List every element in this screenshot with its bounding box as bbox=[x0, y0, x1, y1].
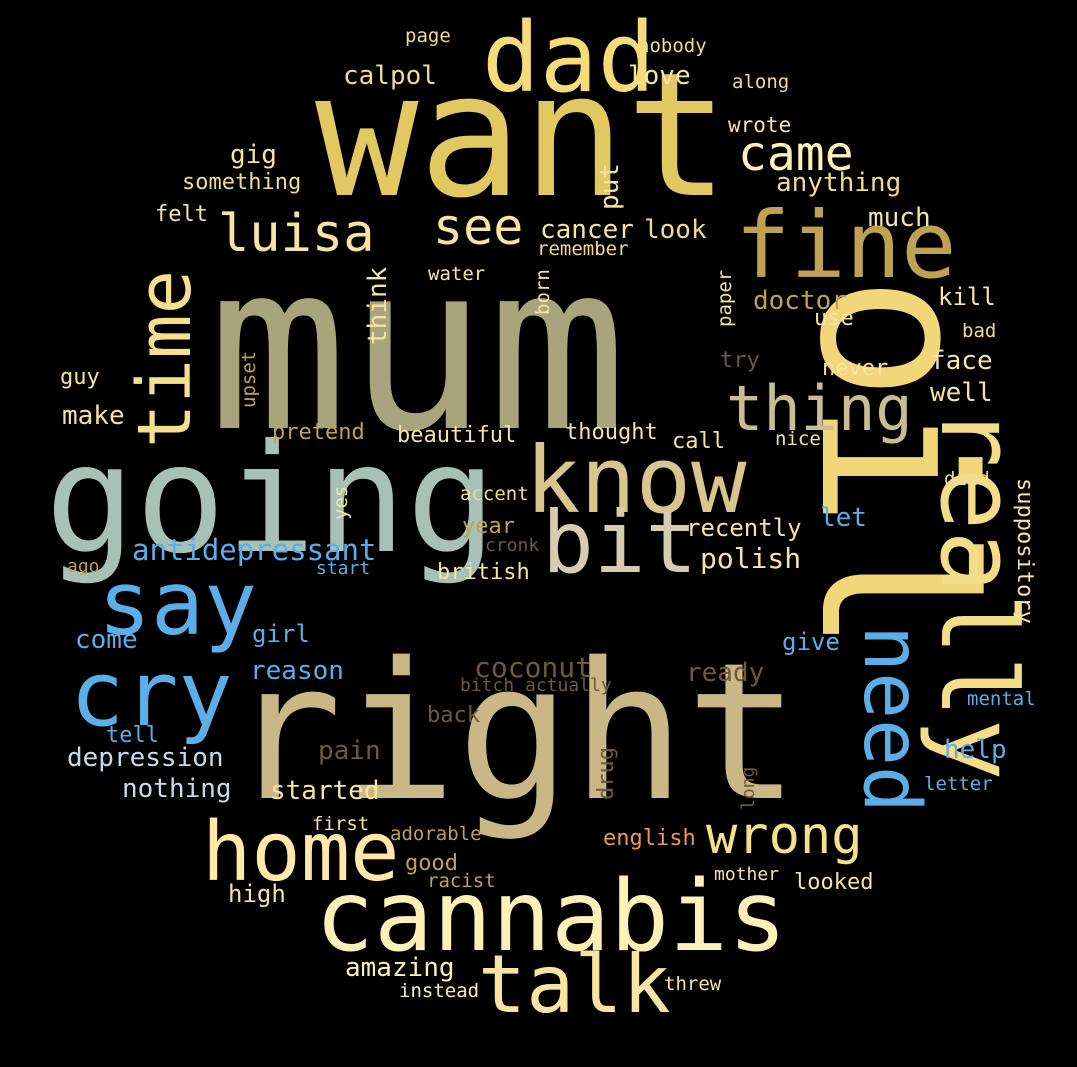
word-kill: kill bbox=[938, 283, 996, 311]
word-put: put bbox=[595, 163, 625, 210]
word-need: need bbox=[846, 625, 936, 813]
word-long: long bbox=[738, 766, 759, 810]
word-good: good bbox=[405, 851, 458, 876]
word-girl: girl bbox=[252, 620, 310, 648]
word-polish: polish bbox=[700, 542, 802, 575]
word-bit: bit bbox=[542, 493, 698, 593]
word-know: know bbox=[525, 427, 747, 534]
word-died: died bbox=[944, 468, 990, 490]
word-coconut: coconut bbox=[474, 651, 593, 684]
word-cannabis: cannabis bbox=[315, 860, 788, 974]
word-high: high bbox=[228, 880, 286, 908]
word-never: never bbox=[822, 356, 889, 381]
word-mum: mum bbox=[208, 213, 628, 483]
word-come: come bbox=[75, 625, 138, 655]
word-felt: felt bbox=[155, 202, 208, 227]
word-yes: yes bbox=[330, 485, 352, 520]
word-mental: mental bbox=[967, 688, 1036, 710]
word-luisa: luisa bbox=[218, 204, 375, 264]
word-start: start bbox=[316, 558, 371, 579]
word-ready: ready bbox=[686, 658, 765, 688]
word-first: first bbox=[312, 813, 370, 835]
word-want: want bbox=[315, 35, 730, 236]
word-say: say bbox=[98, 552, 257, 655]
word-cry: cry bbox=[70, 642, 233, 747]
word-threw: threw bbox=[664, 973, 722, 995]
word-nice: nice bbox=[775, 428, 821, 450]
word-try: try bbox=[720, 348, 760, 373]
word-wrote: wrote bbox=[728, 113, 792, 137]
word-help: help bbox=[944, 735, 1007, 765]
word-much: much bbox=[868, 203, 931, 233]
word-well: well bbox=[930, 378, 993, 408]
word-tell: tell bbox=[106, 723, 159, 748]
word-home: home bbox=[202, 805, 400, 900]
word-cancer: cancer bbox=[540, 215, 634, 245]
word-depression: depression bbox=[67, 743, 224, 773]
word-nobody: nobody bbox=[638, 35, 707, 57]
word-remember: remember bbox=[537, 238, 629, 260]
word-page: page bbox=[405, 25, 451, 47]
word-instead: instead bbox=[399, 980, 480, 1002]
word-guy: guy bbox=[60, 365, 100, 390]
word-ago: ago bbox=[67, 556, 100, 577]
word-going: going bbox=[45, 413, 497, 587]
word-anything: anything bbox=[776, 168, 902, 198]
word-recently: recently bbox=[686, 514, 802, 542]
word-upset: upset bbox=[238, 350, 260, 408]
word-calpol: calpol bbox=[343, 61, 437, 91]
word-started: started bbox=[270, 776, 380, 806]
word-dad: dad bbox=[482, 2, 656, 114]
word-pain: pain bbox=[318, 736, 381, 766]
word-back: back bbox=[427, 703, 480, 728]
word-adorable: adorable bbox=[390, 823, 482, 845]
word-love: love bbox=[628, 61, 691, 91]
word-year: year bbox=[462, 514, 515, 539]
word-let: let bbox=[820, 503, 867, 533]
word-pretend: pretend bbox=[272, 420, 365, 445]
word-drug: drug bbox=[594, 747, 619, 800]
word-make: make bbox=[62, 401, 125, 431]
word-see: see bbox=[433, 198, 524, 256]
word-thought: thought bbox=[565, 420, 658, 445]
word-fine: fine bbox=[735, 192, 957, 299]
word-paper: paper bbox=[714, 269, 736, 327]
word-came: came bbox=[738, 126, 854, 182]
word-thing: thing bbox=[726, 372, 913, 445]
word-call: call bbox=[672, 429, 725, 454]
word-bad: bad bbox=[962, 320, 997, 342]
word-along: along bbox=[732, 71, 790, 93]
word-mother: mother bbox=[714, 864, 780, 885]
word-use: use bbox=[814, 306, 854, 331]
word-antidepressant: antidepressant bbox=[132, 533, 377, 567]
word-amazing: amazing bbox=[345, 953, 455, 983]
word-something: something bbox=[182, 170, 302, 195]
word-bitch: bitch bbox=[460, 675, 515, 696]
word-suppository: suppository bbox=[1012, 478, 1037, 624]
word-nothing: nothing bbox=[122, 774, 232, 804]
word-british: british bbox=[437, 560, 530, 585]
word-give: give bbox=[782, 628, 840, 656]
word-letter: letter bbox=[924, 773, 993, 795]
word-talk: talk bbox=[478, 938, 671, 1031]
word-look: look bbox=[644, 215, 707, 245]
word-beautiful: beautiful bbox=[397, 423, 517, 448]
word-water: water bbox=[428, 263, 486, 285]
word-face: face bbox=[930, 346, 993, 376]
word-cronk: cronk bbox=[485, 535, 540, 556]
word-racist: racist bbox=[427, 870, 496, 892]
word-wrong: wrong bbox=[706, 806, 863, 866]
word-actually: actually bbox=[525, 675, 612, 696]
word-accent: accent bbox=[460, 483, 529, 505]
word-reason: reason bbox=[250, 656, 344, 686]
word-gig: gig bbox=[230, 140, 277, 170]
word-born: born bbox=[532, 269, 554, 315]
word-english: english bbox=[603, 826, 696, 851]
word-looked: looked bbox=[794, 870, 874, 895]
word-doctor: doctor bbox=[753, 286, 847, 316]
word-time: time bbox=[122, 269, 208, 448]
word-right: right bbox=[228, 622, 800, 843]
word-think: think bbox=[363, 266, 393, 345]
